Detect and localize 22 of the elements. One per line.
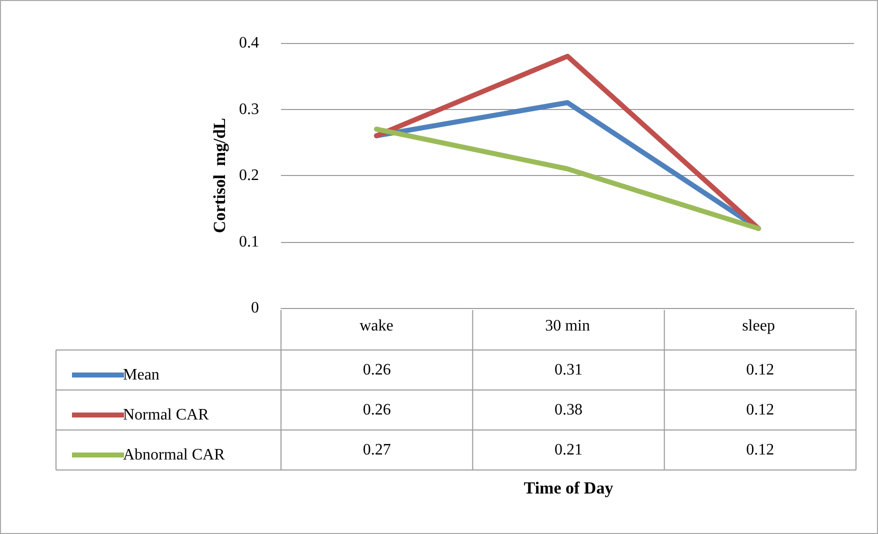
data-label: 0.31 bbox=[554, 362, 582, 378]
data-label: 0.27 bbox=[362, 442, 391, 458]
y-tick-label: 0.1 bbox=[239, 233, 259, 250]
y-tick-label: 0.3 bbox=[239, 100, 259, 118]
legend-label: Normal CAR bbox=[123, 406, 210, 424]
x-tick-label: sleep bbox=[742, 318, 775, 334]
data-label: 0.12 bbox=[746, 402, 774, 418]
y-tick-label: 0.4 bbox=[239, 34, 259, 52]
y-tick-label: 0 bbox=[251, 300, 259, 316]
data-label: 0.21 bbox=[554, 442, 582, 458]
data-label: 0.26 bbox=[362, 402, 391, 418]
legend-label: Mean bbox=[123, 366, 160, 384]
data-label: 0.26 bbox=[362, 362, 391, 378]
text: Time of Day bbox=[524, 478, 614, 498]
y-axis-title: Cortisol mg/dL bbox=[210, 118, 230, 234]
data-label: 0.12 bbox=[746, 362, 774, 378]
x-tick-label: wake bbox=[360, 318, 394, 334]
data-label: 0.38 bbox=[554, 402, 582, 418]
y-tick-label: 0.2 bbox=[239, 167, 259, 184]
x-tick-label: 30 min bbox=[545, 318, 590, 334]
legend-label: Abnormal CAR bbox=[123, 446, 226, 464]
data-label: 0.12 bbox=[746, 442, 774, 458]
